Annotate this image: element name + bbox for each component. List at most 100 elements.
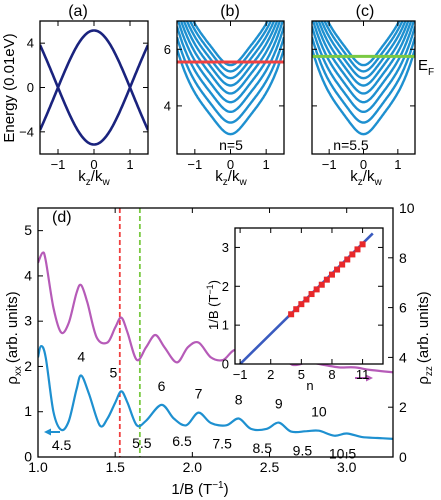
inset-marker-8 — [328, 271, 335, 278]
inset-marker-3 — [303, 296, 310, 303]
panel-d-ytick-label-4: 4 — [24, 267, 32, 283]
panel-d-label: (d) — [52, 209, 72, 226]
landau-level-6 — [185, 21, 276, 80]
panel-d-ytick-label-1: 1 — [24, 403, 32, 419]
panel-d-ytick-label-2: 2 — [24, 358, 32, 374]
left-axis-arrow-head — [44, 428, 51, 436]
panel-b-xtick-label-0: −1 — [187, 157, 202, 172]
inset-marker-7 — [323, 276, 330, 283]
panel-a-ylabel: Energy (0.01eV) — [1, 33, 18, 142]
fermi-label: EF — [418, 57, 434, 78]
panel-a: (a) Energy (0.01eV) kz/kw — [1, 3, 110, 188]
panel-c-note: n=5.5 — [333, 137, 369, 153]
landau-level-1 — [177, 36, 284, 124]
inset-xtick-label-1: 2 — [267, 367, 274, 382]
inset-marker-5 — [313, 286, 320, 293]
panel-d-ytick-right-label-2: 4 — [399, 349, 407, 365]
peak-label-2: 6 — [158, 378, 166, 394]
panel-d-ytick-label-0: 0 — [24, 449, 32, 465]
panel-c: (c) n=5.5 EF kz/kw — [333, 3, 434, 188]
landau-level-0 — [312, 48, 415, 136]
valley-label-4: 8.5 — [253, 440, 273, 456]
panel-d-xlabel: 1/B (T−1) — [171, 480, 228, 498]
panel-b-note: n=5 — [219, 137, 243, 153]
inset-frame — [234, 227, 384, 365]
landau-level-7 — [188, 21, 273, 73]
panel-d-ytick-right-label-3: 6 — [399, 300, 407, 316]
panel-d-xtick-label-2: 2.0 — [183, 459, 203, 475]
landau-level-7 — [323, 21, 404, 73]
inset: 1/B (T−1) n — [205, 280, 314, 393]
panel-d-xtick-label-0: 1.0 — [28, 459, 48, 475]
panel-a-ytick-label-1: 0 — [27, 80, 34, 95]
valley-label-0: 4.5 — [52, 437, 72, 453]
inset-marker-2 — [298, 301, 305, 308]
peak-label-0: 4 — [77, 349, 85, 365]
inset-ytick-label-2: 2 — [222, 279, 229, 294]
landau-level-1 — [312, 36, 415, 124]
inset-xtick-label-3: 8 — [328, 367, 335, 382]
valley-label-6: 10.5 — [329, 446, 356, 462]
inset-marker-1 — [293, 306, 300, 313]
landau-level-2 — [312, 26, 415, 114]
panel-a-xlabel: kz/kw — [78, 168, 110, 188]
inset-marker-0 — [288, 311, 295, 318]
landau-level-5 — [182, 21, 279, 87]
panel-b-label: (b) — [220, 3, 240, 20]
peak-label-5: 9 — [275, 396, 283, 412]
panel-d-ytick-right-label-4: 8 — [399, 250, 407, 266]
landau-level-2 — [177, 26, 284, 114]
panel-a-ytick-label-0: −4 — [19, 124, 34, 139]
panel-d: (d) ρxx(arb. units) ρzz(arb. units) 1/B … — [4, 209, 435, 498]
panel-a-curves — [40, 29, 148, 146]
panel-a-xtick-label-2: 1 — [126, 157, 133, 172]
panel-b-xtick-label-1: 0 — [227, 157, 234, 172]
panel-b-xtick-label-2: 1 — [263, 157, 270, 172]
inset-ylabel: 1/B (T−1) — [205, 280, 221, 330]
panel-d-ytick-right-label-1: 2 — [399, 399, 407, 415]
valley-label-2: 6.5 — [172, 433, 192, 449]
landau-level-4 — [314, 21, 413, 95]
panel-d-ylabel-left: ρxx(arb. units) — [4, 291, 24, 384]
inset-marker-12 — [349, 251, 356, 258]
inset-marker-6 — [318, 281, 325, 288]
panel-b-ytick-label-1: 6 — [164, 42, 171, 57]
valley-label-1: 5.5 — [132, 435, 152, 451]
panel-c-xlabel: kz/kw — [350, 168, 382, 188]
panel-a-frame — [39, 20, 149, 155]
landau-level-3 — [312, 21, 415, 104]
inset-xlabel: n — [306, 378, 313, 393]
inset-ytick-label-0: 0 — [222, 357, 229, 372]
panel-d-ytick-label-5: 5 — [24, 222, 32, 238]
landau-level-5 — [317, 21, 410, 87]
inset-marker-9 — [334, 266, 341, 273]
right-axis-arrow-head — [366, 374, 373, 382]
valley-label-5: 9.5 — [293, 442, 313, 458]
peak-label-3: 7 — [195, 386, 203, 402]
inset-xtick-label-2: 5 — [298, 367, 305, 382]
panel-d-xtick-label-1: 1.5 — [105, 459, 125, 475]
panel-c-levels — [312, 21, 415, 136]
panel-c-xtick-label-0: −1 — [322, 157, 337, 172]
inset-ytick-label-3: 3 — [222, 240, 229, 255]
landau-level-0 — [177, 48, 284, 136]
band-curve-1 — [40, 29, 148, 131]
inset-marker-11 — [344, 256, 351, 263]
inset-plot — [239, 232, 374, 364]
panel-c-xtick-label-1: 0 — [360, 157, 367, 172]
panel-d-ytick-label-3: 3 — [24, 313, 32, 329]
panel-a-xtick-label-1: 0 — [90, 157, 97, 172]
peak-label-4: 8 — [235, 392, 243, 408]
panel-b-ytick-label-0: 4 — [164, 98, 171, 113]
panel-d-ytick-right-label-0: 0 — [399, 449, 407, 465]
inset-marker-14 — [359, 241, 366, 248]
panel-d-ytick-right-label-5: 10 — [399, 200, 415, 216]
panel-d-xtick-label-4: 3.0 — [337, 459, 357, 475]
panel-a-xtick-label-0: −1 — [51, 157, 66, 172]
peak-label-1: 5 — [109, 364, 117, 380]
panel-b-xlabel: kz/kw — [215, 168, 247, 188]
panel-c-xtick-label-2: 1 — [394, 157, 401, 172]
panel-b-levels — [177, 21, 284, 136]
inset-marker-13 — [354, 246, 361, 253]
